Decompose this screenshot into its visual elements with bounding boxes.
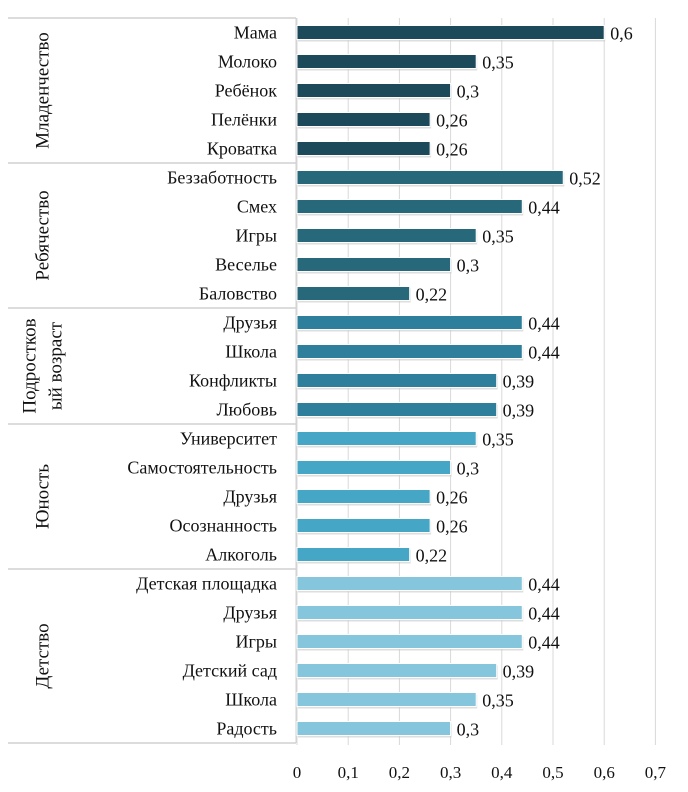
value-label: 0,26 (436, 517, 468, 537)
bar (296, 54, 477, 69)
bar (296, 547, 411, 562)
bar (296, 199, 523, 214)
bar (296, 141, 431, 156)
bar (296, 489, 431, 504)
category-label: Мама (234, 23, 277, 43)
group-label: Юность (32, 464, 53, 529)
category-label: Детская площадка (136, 574, 277, 594)
value-label: 0,39 (503, 662, 535, 682)
bar (296, 402, 498, 417)
bar (296, 518, 431, 533)
category-labels: Мама Молоко Ребёнок Пелёнки Кроватка Беззабот… (127, 23, 277, 739)
category-label: Игры (236, 632, 277, 652)
category-label: Университет (180, 429, 277, 449)
category-label: Детский сад (183, 661, 277, 681)
category-label: Веселье (215, 255, 277, 275)
category-label: Молоко (218, 52, 277, 72)
category-label: Друзья (223, 487, 277, 507)
category-label: Конфликты (189, 371, 277, 391)
bar (296, 112, 431, 127)
category-label: Беззаботность (167, 168, 277, 188)
category-frame (8, 17, 297, 744)
category-label: Осознанность (170, 516, 278, 536)
value-labels: 0,60,350,30,260,260,520,440,350,30,220,4… (416, 24, 633, 740)
bar (296, 286, 411, 301)
bar (296, 634, 523, 649)
group-label: Ребячество (32, 190, 53, 280)
value-label: 0,44 (528, 343, 560, 363)
category-label: Игры (236, 226, 277, 246)
category-label: Пелёнки (211, 110, 277, 130)
bars (296, 25, 606, 738)
category-label: Друзья (223, 603, 277, 623)
bar (296, 721, 452, 736)
bar (296, 170, 564, 185)
value-label: 0,52 (569, 169, 601, 189)
x-tick-label: 0,5 (542, 763, 563, 782)
bar (296, 431, 477, 446)
group-label: ый возраст (45, 321, 66, 410)
category-label: Радость (216, 719, 277, 739)
bar (296, 228, 477, 243)
value-label: 0,35 (482, 53, 514, 73)
value-label: 0,35 (482, 691, 514, 711)
category-label: Самостоятельность (127, 458, 277, 478)
group-label: Младенчество (32, 32, 53, 149)
value-label: 0,44 (528, 314, 560, 334)
category-label: Друзья (223, 313, 277, 333)
bar (296, 663, 498, 678)
value-label: 0,26 (436, 140, 468, 160)
value-label: 0,6 (610, 24, 633, 44)
category-label: Кроватка (207, 139, 277, 159)
group-labels: Младенчество Ребячество Подростков ый возра… (19, 32, 66, 688)
value-label: 0,26 (436, 111, 468, 131)
value-label: 0,44 (528, 198, 560, 218)
value-label: 0,35 (482, 227, 514, 247)
bar (296, 460, 452, 475)
value-label: 0,35 (482, 430, 514, 450)
value-label: 0,3 (457, 459, 480, 479)
value-label: 0,22 (416, 546, 448, 566)
x-tick-label: 0,7 (645, 763, 667, 782)
bar (296, 373, 498, 388)
category-label: Школа (225, 342, 277, 362)
category-label: Смех (237, 197, 277, 217)
category-label: Любовь (216, 400, 277, 420)
x-tick-label: 0,1 (338, 763, 359, 782)
bar (296, 576, 523, 591)
value-label: 0,3 (457, 82, 480, 102)
category-label: Баловство (199, 284, 277, 304)
bar (296, 83, 452, 98)
category-label: Алкоголь (205, 545, 277, 565)
x-tick-label: 0 (293, 763, 302, 782)
value-label: 0,22 (416, 285, 448, 305)
bar (296, 315, 523, 330)
group-label: Подростков (19, 318, 40, 413)
x-tick-label: 0,4 (491, 763, 513, 782)
value-label: 0,3 (457, 720, 480, 740)
x-axis-tick-labels: 0 0,1 0,2 0,3 0,4 0,5 0,6 0,7 (293, 763, 667, 782)
bar (296, 257, 452, 272)
value-label: 0,3 (457, 256, 480, 276)
bar (296, 344, 523, 359)
x-tick-label: 0,3 (440, 763, 461, 782)
bar (296, 692, 477, 707)
bar (296, 25, 605, 40)
x-tick-label: 0,2 (389, 763, 410, 782)
value-label: 0,44 (528, 633, 560, 653)
value-label: 0,26 (436, 488, 468, 508)
category-label: Школа (225, 690, 277, 710)
value-label: 0,39 (503, 401, 535, 421)
category-label: Ребёнок (215, 81, 278, 101)
value-label: 0,39 (503, 372, 535, 392)
group-label: Детство (32, 623, 53, 688)
value-label: 0,44 (528, 575, 560, 595)
x-tick-label: 0,6 (594, 763, 615, 782)
value-label: 0,44 (528, 604, 560, 624)
bar (296, 605, 523, 620)
